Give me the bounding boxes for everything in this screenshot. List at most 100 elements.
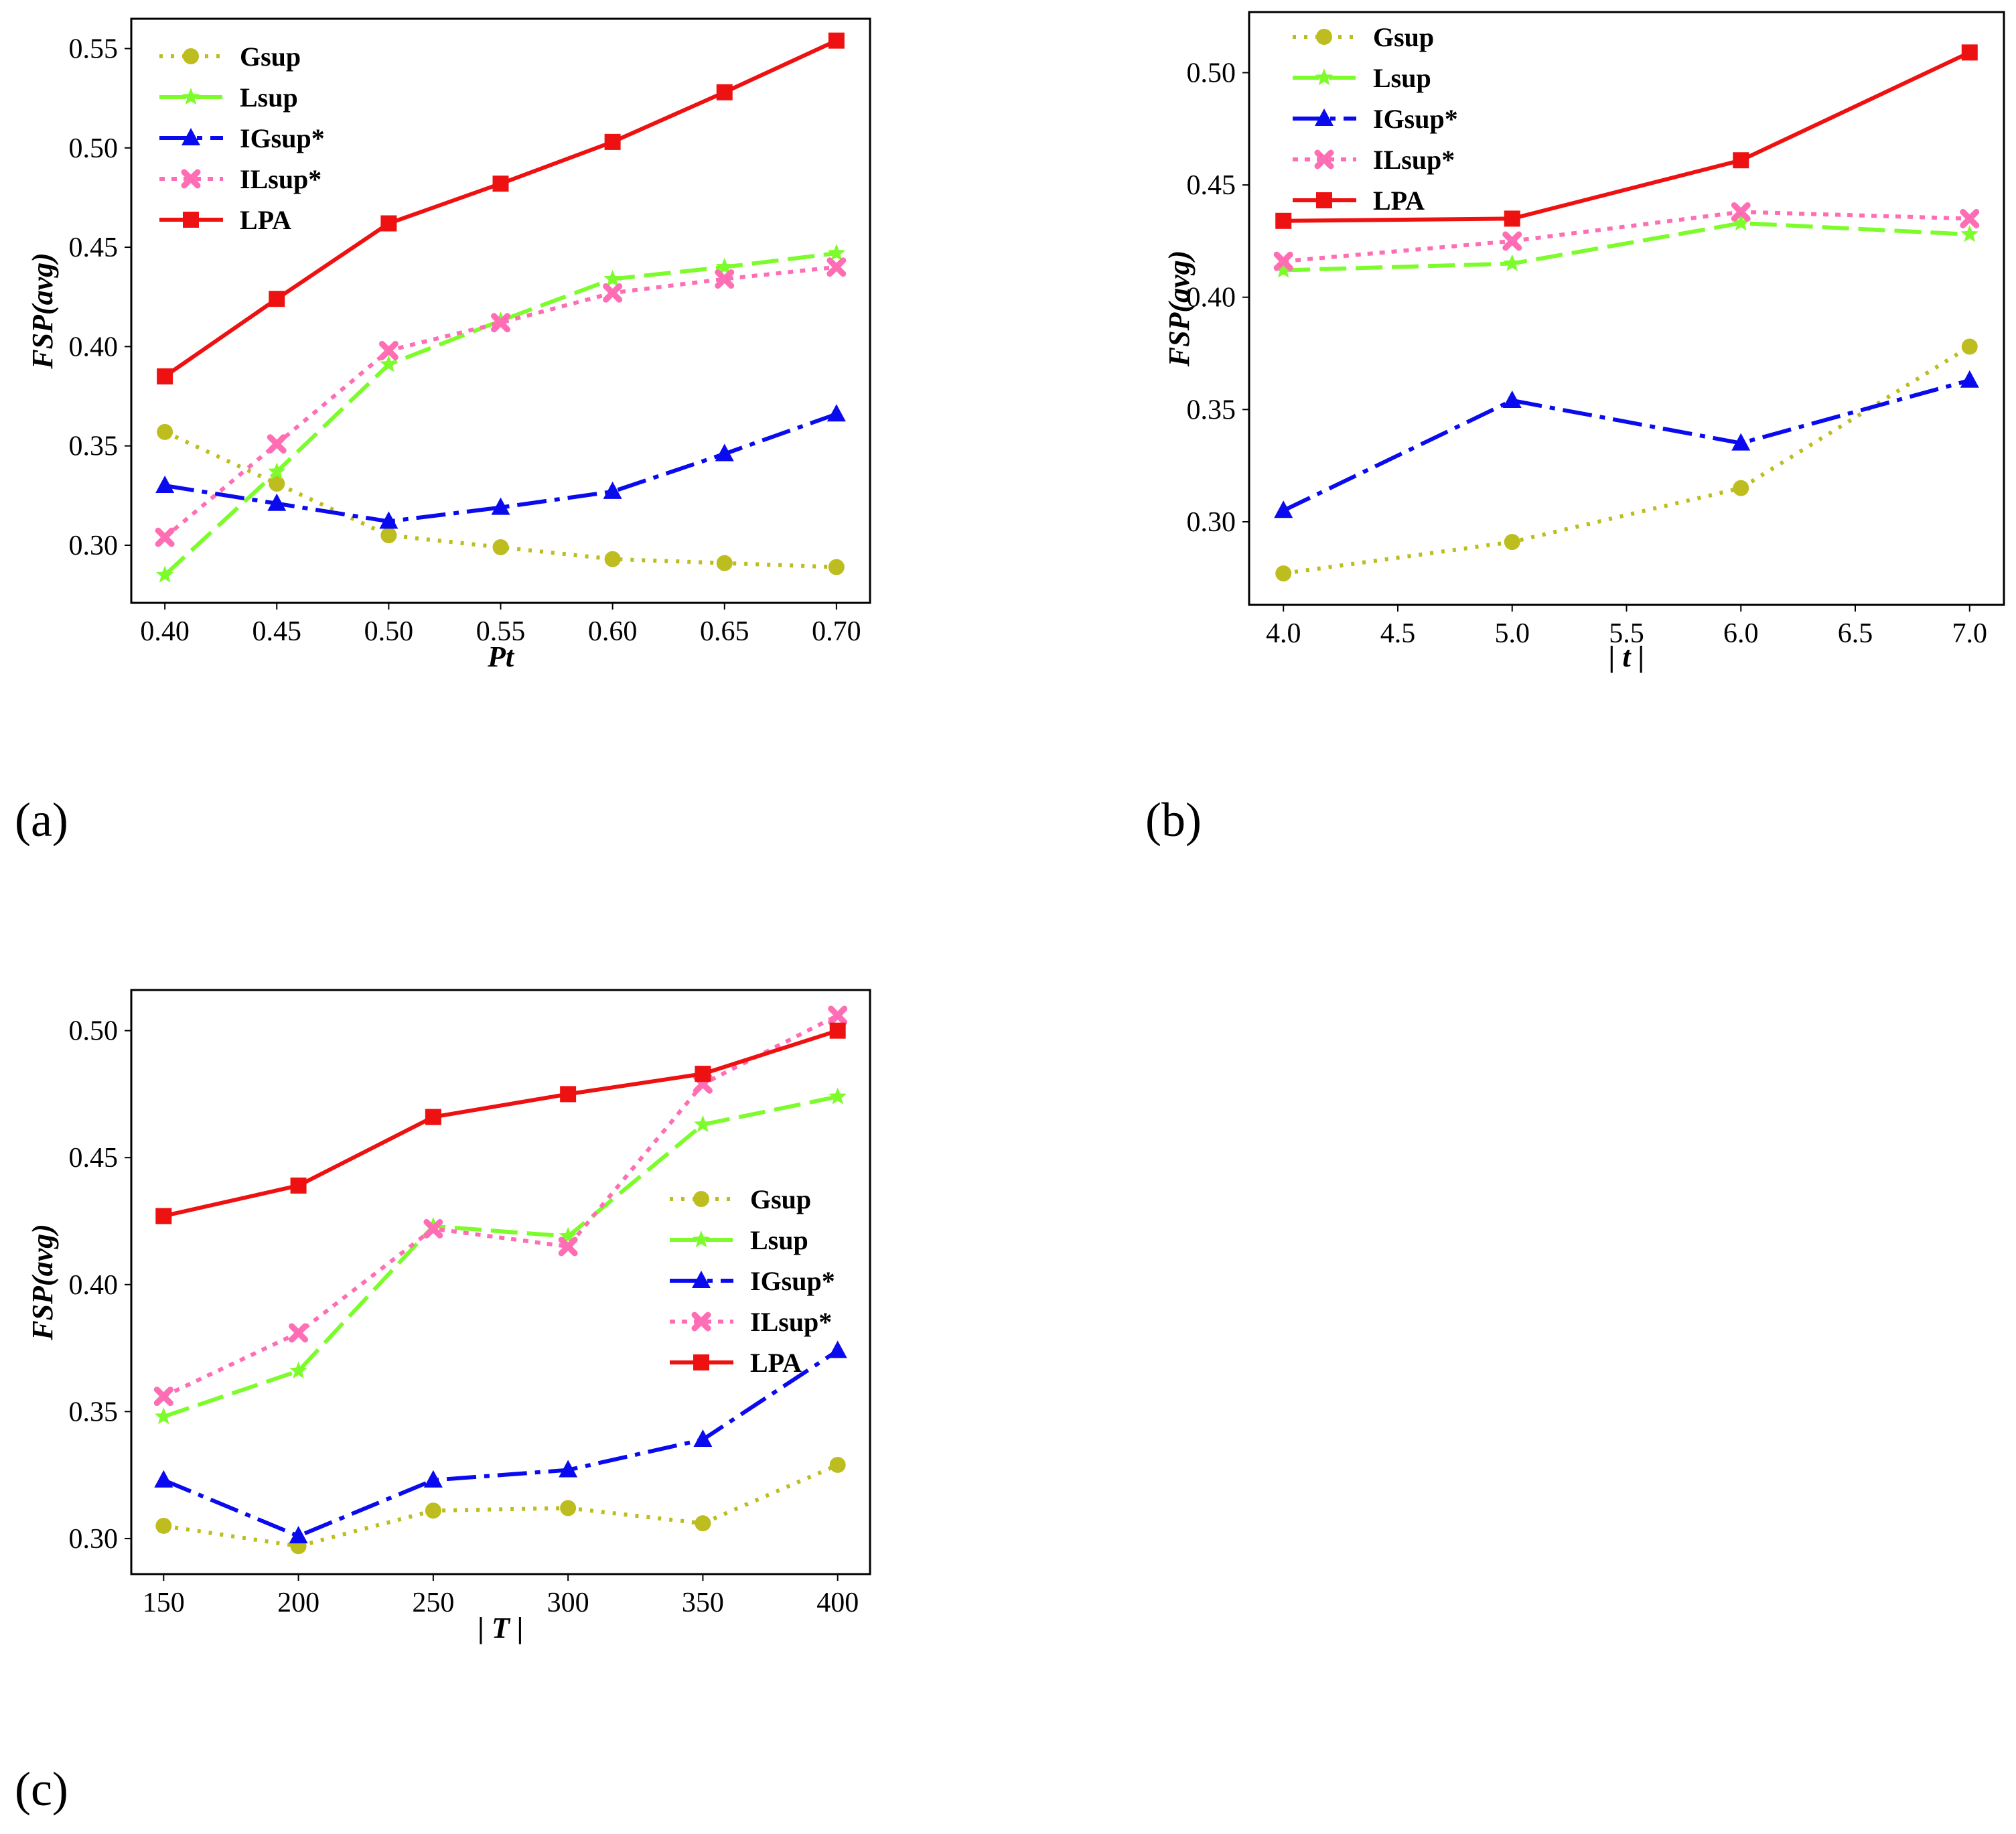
x-tick-label: 0.45 [253, 616, 302, 647]
x-axis-title: | t | [1609, 640, 1645, 673]
legend-item-gsup: Gsup [670, 1184, 811, 1214]
data-point-lpa [1961, 44, 1978, 61]
data-point-lpa [157, 368, 173, 384]
data-point-igsup-star [559, 1460, 578, 1478]
data-point-lsup [267, 462, 286, 480]
series-lsup [1274, 214, 1979, 278]
series-line-lsup [1283, 221, 1970, 273]
data-point-ilsup-star [558, 1237, 578, 1257]
data-point-ilsup-star [1731, 202, 1751, 222]
data-point-igsup-star [423, 1470, 443, 1488]
data-point-ilsup-star [828, 1005, 848, 1026]
data-point-igsup-star [267, 493, 287, 511]
legend-label: IGsup* [750, 1266, 835, 1296]
data-point-lsup [380, 355, 398, 372]
data-point-igsup-star [289, 1526, 308, 1544]
data-point-igsup-star [155, 476, 175, 494]
x-tick-label: 0.55 [476, 616, 526, 647]
x-tick-label: 150 [143, 1588, 185, 1618]
legend-item-ilsup-star: ILsup* [1293, 145, 1455, 175]
series-lpa [157, 32, 845, 384]
data-point-lsup [603, 269, 622, 287]
data-point-lsup [715, 257, 734, 275]
data-point-lpa [425, 1109, 441, 1125]
legend-item-igsup-star: IGsup* [159, 123, 325, 153]
legend-marker [182, 128, 200, 145]
legend: Gsup Lsup IGsup* ILsup* LPA [1293, 22, 1458, 216]
series-gsup [157, 423, 845, 575]
data-point-gsup [828, 559, 845, 575]
x-tick-label: 250 [412, 1588, 454, 1618]
data-point-ilsup-star [267, 434, 287, 454]
x-tick-label: 5.0 [1494, 618, 1530, 649]
data-point-gsup [716, 555, 733, 571]
data-point-lsup [155, 1407, 173, 1425]
data-point-ilsup-star [153, 1387, 173, 1407]
data-point-lpa [1504, 210, 1520, 227]
legend-label: ILsup* [750, 1307, 832, 1337]
legend-item-lsup: Lsup [1293, 63, 1431, 93]
data-point-lpa [828, 32, 845, 49]
series-line-gsup [1283, 344, 1971, 576]
x-tick-label: 400 [816, 1588, 859, 1618]
data-point-lsup [1960, 224, 1979, 242]
data-point-ilsup-star [378, 340, 399, 360]
series-line-igsup-star [1282, 378, 1970, 512]
legend-marker [693, 1354, 709, 1370]
legend-item-ilsup-star: ILsup* [670, 1307, 832, 1337]
data-point-igsup-star [826, 404, 846, 422]
data-point-gsup [1275, 565, 1292, 582]
x-tick-label: 6.0 [1723, 618, 1759, 649]
legend-item-ilsup-star: ILsup* [159, 164, 321, 194]
series-gsup [1275, 338, 1978, 582]
series-lpa [155, 1022, 846, 1224]
x-tick-label: 4.5 [1380, 618, 1416, 649]
legend-marker [1315, 68, 1334, 86]
legend-item-lsup: Lsup [670, 1225, 808, 1255]
legend-marker [692, 1230, 711, 1248]
legend-label: LPA [240, 205, 291, 235]
legend-label: IGsup* [1373, 104, 1458, 134]
data-point-lpa [604, 133, 621, 150]
x-tick-label: 0.50 [364, 616, 414, 647]
data-point-lpa [155, 1208, 172, 1224]
data-point-igsup-star [715, 443, 734, 462]
data-point-ilsup-star [289, 1323, 309, 1343]
y-tick-label: 0.45 [69, 232, 119, 263]
data-point-igsup-star [1274, 500, 1293, 518]
data-point-igsup-star [1731, 433, 1751, 451]
legend-marker [1316, 192, 1332, 208]
series-line-gsup [163, 1463, 839, 1549]
legend-item-gsup: Gsup [1293, 22, 1434, 52]
y-tick-label: 0.40 [69, 332, 119, 362]
legend-label: Lsup [750, 1225, 808, 1255]
data-point-igsup-star [1960, 370, 1979, 388]
data-point-igsup-star [693, 1429, 713, 1448]
series-line-lsup [163, 1095, 839, 1419]
panel-label: (b) [1145, 793, 1202, 847]
data-point-gsup [492, 539, 509, 555]
data-point-igsup-star [603, 481, 622, 499]
plot-frame [130, 989, 871, 1575]
data-point-lpa [492, 175, 509, 192]
data-point-gsup [269, 476, 285, 492]
data-point-lsup [289, 1361, 307, 1379]
legend-marker [1315, 109, 1334, 126]
x-tick-label: 6.5 [1838, 618, 1873, 649]
data-point-lsup [1274, 261, 1293, 278]
data-point-lpa [695, 1066, 711, 1082]
y-tick-label: 0.50 [1187, 58, 1236, 89]
y-tick-label: 0.35 [69, 431, 119, 462]
legend-marker [1314, 149, 1334, 169]
legend-marker [691, 1312, 711, 1332]
series-lpa [1275, 44, 1978, 229]
y-tick-label: 0.30 [69, 531, 119, 561]
data-point-gsup [1504, 534, 1520, 551]
data-point-ilsup-star [1960, 208, 1980, 228]
series-igsup-star [155, 404, 846, 529]
data-point-gsup [604, 551, 621, 567]
legend-marker [692, 1271, 711, 1288]
legend-label: Lsup [240, 82, 298, 113]
series-igsup-star [154, 1340, 847, 1544]
